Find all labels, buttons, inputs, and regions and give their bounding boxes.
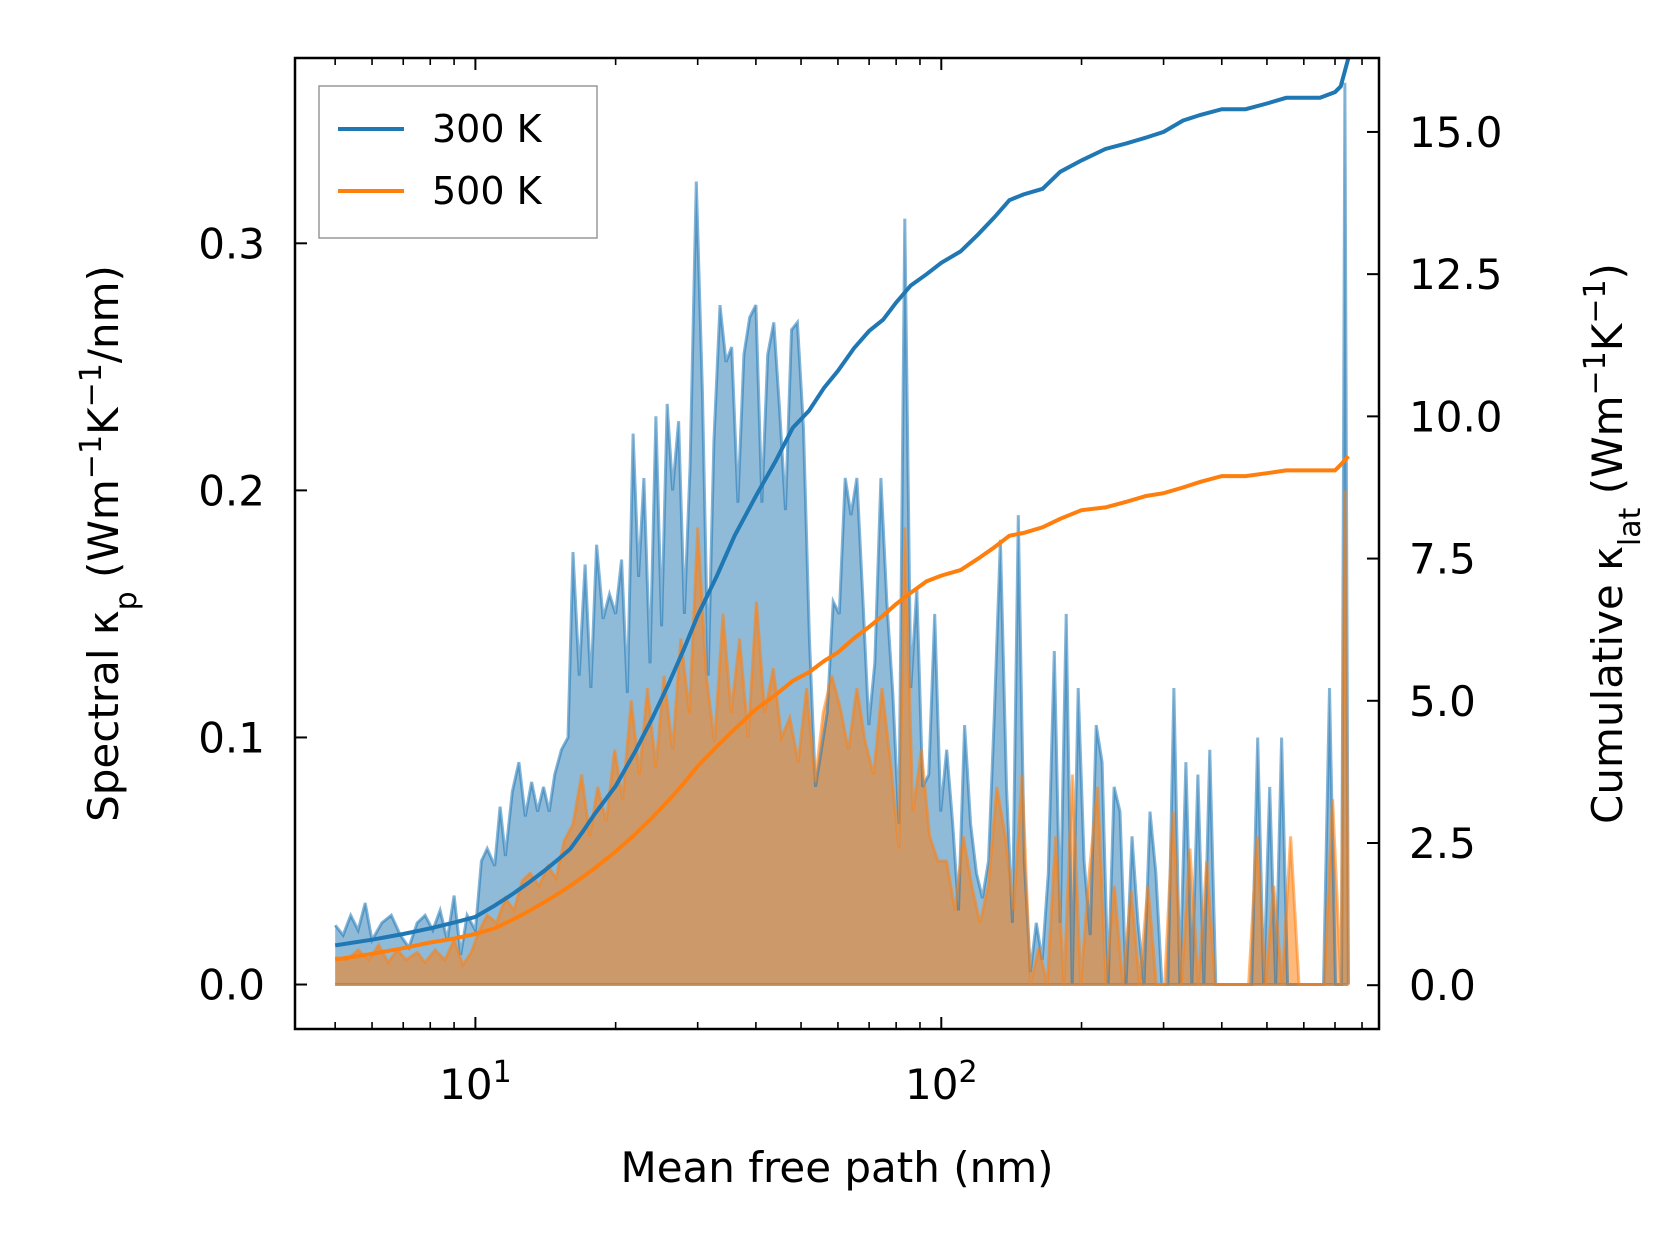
- legend: 300 K 500 K: [318, 85, 598, 239]
- x-tick-label: 101: [439, 1055, 512, 1110]
- y-right-tick-label: 5.0: [1409, 677, 1476, 726]
- x-tick-label: 102: [905, 1055, 978, 1110]
- spectral-fill-300k: [335, 82, 1349, 985]
- y-left-tick-label: 0.2: [198, 466, 265, 515]
- y-right-title-units-pre: (Wm: [1583, 395, 1632, 507]
- y-right-tick-label: 15.0: [1409, 108, 1503, 157]
- tick-marks: [295, 58, 1379, 1029]
- y-left-tick-label: 0.0: [198, 961, 265, 1010]
- cumulative-lines: [334, 57, 1351, 962]
- spectral-fill-500k: [335, 490, 1349, 985]
- y-left-title-sub: p: [109, 591, 144, 610]
- spectral-line-500k: [334, 490, 1350, 986]
- legend-label-500k: 500 K: [432, 169, 543, 213]
- y-right-tick-label: 12.5: [1409, 250, 1503, 299]
- legend-box: [318, 85, 598, 239]
- y-right-tick-label: 0.0: [1409, 961, 1476, 1010]
- y-left-tick-label: 0.1: [198, 713, 265, 762]
- y-left-tick-label: 0.3: [198, 219, 265, 268]
- y-right-title-units-mid: K: [1583, 322, 1632, 351]
- y-left-title-units-post: /nm): [79, 265, 128, 363]
- y-right-title-units-post: ): [1583, 263, 1632, 279]
- y-right-tick-label: 10.0: [1409, 392, 1503, 441]
- x-tick-label-exp: 1: [493, 1055, 512, 1090]
- y-left-title-main: Spectral κ: [79, 610, 128, 822]
- plot-frame: [293, 56, 1381, 1031]
- legend-label-300k: 300 K: [432, 107, 543, 151]
- y-right-tick-label: 2.5: [1409, 819, 1476, 868]
- y-left-title-sup1: −1: [74, 435, 109, 479]
- y-left-title-sup2: −1: [74, 363, 109, 407]
- tick-labels: 101 1020.00.10.20.30.02.55.07.510.012.515…: [198, 108, 1502, 1109]
- x-tick-label-base: 10: [439, 1060, 492, 1109]
- y-left-title-units-pre: (Wm: [79, 479, 128, 591]
- y-right-tick-label: 7.5: [1409, 535, 1476, 584]
- cumulative-line-500k: [334, 454, 1350, 962]
- x-tick-label-base: 10: [905, 1060, 958, 1109]
- y-right-title-sup2: −1: [1578, 279, 1613, 323]
- x-axis-title: Mean free path (nm): [620, 1143, 1053, 1192]
- y-right-title-sub: lat: [1613, 507, 1648, 546]
- y-axis-right-title: Cumulative κlat (Wm−1K−1): [1578, 263, 1648, 824]
- y-axis-left-title: Spectral κp (Wm−1K−1/nm): [74, 265, 144, 822]
- cumulative-line-300k: [334, 57, 1351, 948]
- spectral-lines: [334, 82, 1350, 987]
- y-right-title-sup1: −1: [1578, 351, 1613, 395]
- y-left-title-units-mid: K: [79, 406, 128, 435]
- x-tick-label-exp: 2: [958, 1055, 977, 1090]
- spectral-fills: [335, 82, 1349, 985]
- y-right-title-main: Cumulative κ: [1583, 546, 1632, 824]
